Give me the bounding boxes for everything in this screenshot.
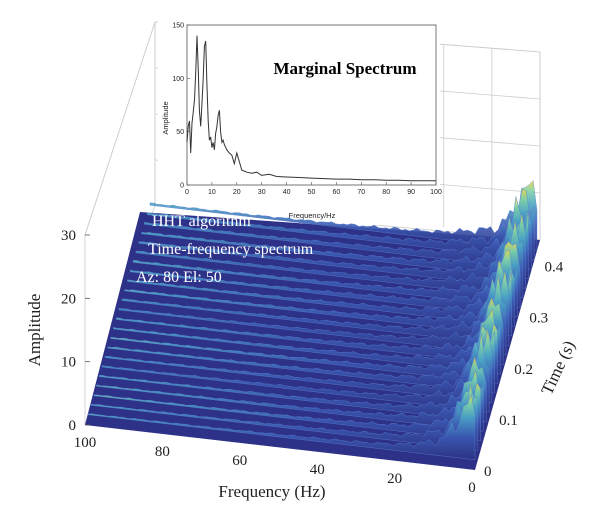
y-tick-label: 0.3 [529,311,548,327]
surface-ridge [149,180,538,251]
surface-ridge [146,188,535,260]
inset-x-tick-label: 100 [430,189,442,196]
x-tick-label: 0 [468,480,476,496]
inset-y-tick-label: 0 [180,183,184,190]
surface-ridge [87,393,476,461]
inset-plot-area [186,24,437,186]
x-tick-label: 40 [310,462,325,478]
z-tick-label: 0 [69,418,77,434]
y-tick-label: 0.1 [499,413,518,429]
surface-ridge [99,356,487,422]
z-tick-label: 20 [61,291,76,307]
inset-x-tick-label: 90 [407,189,415,196]
inset-x-tick-label: 30 [258,189,266,196]
marginal-spectrum-inset: Marginal Spectrum Amplitude Frequency/Hz… [158,20,442,225]
inset-y-tick-label: 50 [176,129,184,136]
surface-ridge [110,323,498,384]
annotation-algorithm: HHT algorithm [152,213,251,230]
inset-y-tick-label: 100 [172,76,184,83]
wall-edge [84,21,156,236]
y-tick-label: 0 [484,464,492,480]
y-tick-label: 0.2 [514,362,533,378]
z-axis-label: Amplitude [25,294,44,367]
x-axis-label: Frequency (Hz) [218,482,325,501]
inset-x-tick-label: 10 [208,189,216,196]
x-tick-label: 100 [74,435,97,451]
inset-x-tick-label: 50 [308,189,316,196]
surface-ridge [124,271,512,337]
x-tick-label: 80 [155,444,170,460]
surface-ridge [130,249,518,318]
annotation-spectrum: Time-frequency spectrum [148,241,314,258]
x-tick-label: 60 [232,453,247,469]
inset-x-axis-label: Frequency/Hz [289,211,336,220]
surface-ridge [96,370,484,432]
inset-y-axis-label: Amplitude [161,101,170,134]
inset-title: Marginal Spectrum [273,59,416,78]
surface-ridge [132,241,521,308]
y-axis-label: Time (s) [537,338,579,398]
surface-ridge [115,297,504,365]
surface-ridge [113,308,501,375]
inset-x-tick-label: 40 [283,189,291,196]
surface-ridge [93,382,481,441]
surface [85,180,540,470]
marginal-spectrum-line [186,35,436,182]
z-tick-label: 10 [61,355,76,371]
y-tick-label: 0.4 [544,260,563,276]
inset-x-tick-label: 20 [233,189,241,196]
inset-x-tick-label: 70 [357,189,365,196]
inset-x-tick-label: 0 [185,189,189,196]
annotation-view: Az: 80 El: 50 [136,269,222,286]
inset-x-tick-label: 80 [382,189,390,196]
z-tick-label: 30 [61,228,76,244]
x-tick-label: 20 [387,471,402,487]
inset-y-tick-label: 150 [172,23,184,30]
inset-x-tick-label: 60 [333,189,341,196]
surface-ridge [127,259,515,327]
